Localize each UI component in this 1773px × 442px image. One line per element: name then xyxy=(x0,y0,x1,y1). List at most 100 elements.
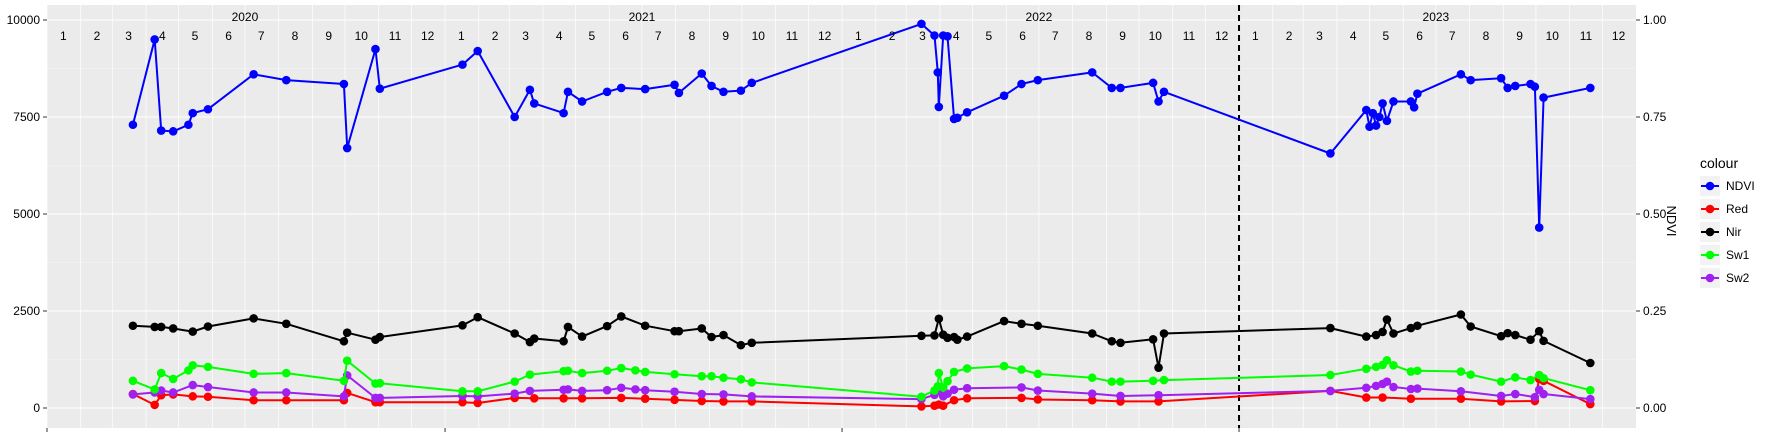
data-point-red xyxy=(1361,393,1371,402)
month-label: 10 xyxy=(355,29,369,43)
data-point-nir xyxy=(1413,321,1422,331)
data-point-nir xyxy=(1326,323,1335,333)
month-label: 10 xyxy=(752,29,766,43)
month-label: 10 xyxy=(1149,29,1163,43)
data-point-sw2 xyxy=(281,388,291,397)
data-point-sw2 xyxy=(563,385,573,394)
data-point-ndvi xyxy=(342,143,352,153)
month-label: 8 xyxy=(1086,29,1093,43)
data-point-ndvi xyxy=(563,87,573,97)
data-point-nir xyxy=(616,312,626,321)
month-label: 8 xyxy=(1483,29,1490,43)
data-point-nir xyxy=(1148,335,1158,344)
data-point-sw2 xyxy=(1456,387,1466,396)
data-point-sw1 xyxy=(616,363,626,373)
legend-item-red: Red xyxy=(1700,199,1748,219)
month-labels: 1 2 3 4 5 6 7 8 9 10 11 12 1 2 3 4 5 6 7 8 9 10 11 12 1 2 3 4 5 6 7 8 9 1… xyxy=(60,29,1626,43)
data-point-nir xyxy=(930,331,939,340)
data-point-ndvi xyxy=(736,86,746,95)
data-point-sw2 xyxy=(1154,390,1163,400)
data-point-nir xyxy=(1033,321,1043,331)
data-point-nir xyxy=(1406,323,1416,333)
data-point-nir xyxy=(719,330,728,340)
data-point-sw1 xyxy=(943,376,952,386)
y-tick-label: 7500 xyxy=(13,110,40,124)
year-label: 2021 xyxy=(629,10,656,24)
data-point-sw1 xyxy=(1389,361,1398,370)
data-point-ndvi xyxy=(1361,105,1371,115)
month-label: 5 xyxy=(589,29,596,43)
data-point-red xyxy=(559,394,568,403)
data-point-nir xyxy=(1159,329,1169,338)
data-point-nir xyxy=(458,321,467,330)
data-point-ndvi xyxy=(917,19,926,29)
data-point-nir xyxy=(674,326,684,336)
data-point-red xyxy=(962,394,972,403)
data-point-sw2 xyxy=(1033,386,1043,395)
data-point-ndvi xyxy=(697,69,707,78)
legend-key-point xyxy=(1705,204,1715,214)
data-point-ndvi xyxy=(375,84,385,93)
data-point-nir xyxy=(188,327,198,336)
data-point-ndvi xyxy=(1033,75,1043,85)
month-label: 2 xyxy=(1286,29,1293,43)
month-label: 6 xyxy=(622,29,629,43)
data-point-nir xyxy=(1539,336,1548,346)
data-point-sw1 xyxy=(631,366,640,375)
data-point-red xyxy=(616,393,626,403)
data-point-sw1 xyxy=(1033,369,1043,379)
data-point-nir xyxy=(577,332,587,341)
legend-label: Sw2 xyxy=(1726,271,1750,285)
data-point-ndvi xyxy=(1539,93,1548,102)
data-point-nir xyxy=(1389,329,1398,338)
legend-key-point xyxy=(1705,181,1715,191)
data-point-sw1 xyxy=(473,387,482,396)
data-point-red xyxy=(1378,393,1387,402)
data-point-sw1 xyxy=(670,369,679,379)
data-point-ndvi xyxy=(707,81,716,91)
data-point-sw1 xyxy=(1456,367,1466,376)
data-point-sw2 xyxy=(1389,382,1398,392)
data-point-nir xyxy=(168,324,178,333)
data-point-sw1 xyxy=(188,361,198,370)
data-point-sw1 xyxy=(1496,377,1506,386)
month-label: 7 xyxy=(1052,29,1059,43)
month-label: 12 xyxy=(1612,29,1626,43)
data-point-sw1 xyxy=(1116,377,1125,386)
legend-label: Sw1 xyxy=(1726,248,1750,262)
data-point-ndvi xyxy=(339,79,349,89)
series-ndvi xyxy=(128,19,1595,232)
data-point-ndvi xyxy=(249,70,258,79)
data-point-ndvi xyxy=(184,120,193,130)
month-label: 8 xyxy=(689,29,696,43)
data-point-nir xyxy=(640,321,650,331)
data-point-ndvi xyxy=(719,87,728,97)
data-point-nir xyxy=(1371,330,1381,340)
month-label: 10 xyxy=(1546,29,1560,43)
data-point-nir xyxy=(1496,331,1506,341)
data-point-ndvi xyxy=(559,108,568,118)
data-point-sw2 xyxy=(1413,384,1422,393)
data-point-ndvi xyxy=(1087,68,1097,77)
data-point-ndvi xyxy=(188,108,198,118)
data-point-sw1 xyxy=(128,376,138,386)
data-point-sw2 xyxy=(510,389,519,398)
data-point-ndvi xyxy=(168,127,178,136)
data-point-nir xyxy=(953,335,962,345)
data-point-sw2 xyxy=(943,389,952,398)
data-point-nir xyxy=(1526,335,1535,345)
data-point-ndvi xyxy=(1107,83,1117,93)
data-point-sw2 xyxy=(525,386,535,396)
data-point-sw1 xyxy=(1539,373,1548,383)
data-point-nir xyxy=(736,340,746,350)
data-point-ndvi xyxy=(510,112,519,122)
data-point-nir xyxy=(602,321,612,331)
data-point-ndvi xyxy=(1378,99,1387,108)
data-point-sw2 xyxy=(128,390,138,399)
y-tick-label: 2500 xyxy=(13,304,40,318)
year-label: 2022 xyxy=(1026,10,1053,24)
data-point-nir xyxy=(473,312,482,322)
month-label: 11 xyxy=(1580,29,1593,43)
data-point-sw2 xyxy=(188,380,198,390)
data-point-red xyxy=(473,398,482,408)
